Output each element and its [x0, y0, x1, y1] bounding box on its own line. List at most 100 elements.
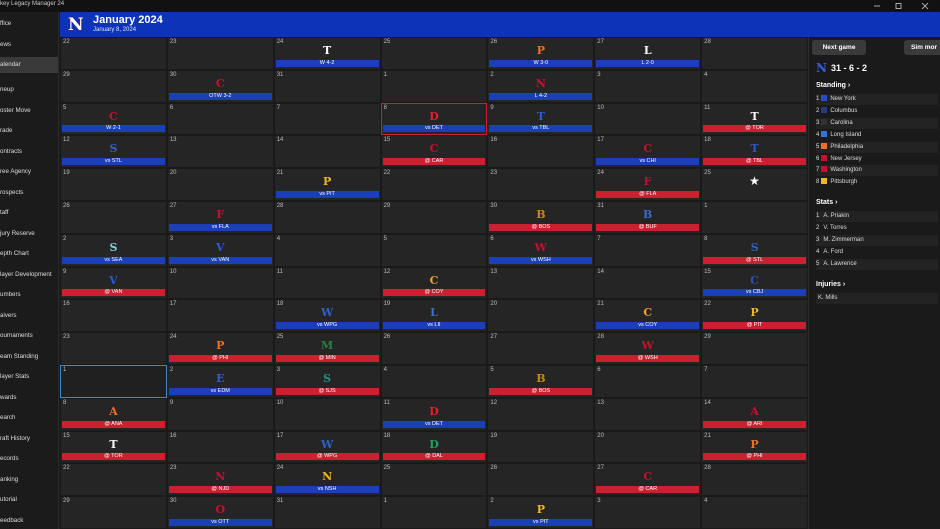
day-cell[interactable]: 23 [60, 332, 167, 365]
day-cell[interactable]: 8 S @ STL [701, 233, 808, 267]
day-cell[interactable]: 4 [701, 496, 808, 529]
nav-item[interactable]: rade [0, 127, 13, 134]
day-cell[interactable]: 16 [60, 299, 167, 333]
day-cell[interactable]: 23 [166, 37, 274, 70]
day-cell[interactable]: 19 [487, 430, 595, 464]
nav-item[interactable]: ffice [0, 20, 12, 27]
nav-item[interactable]: anking [0, 475, 19, 483]
day-cell[interactable]: 22 [60, 37, 167, 70]
day-cell[interactable]: 27 [487, 332, 595, 365]
button[interactable]: Sim mor [904, 40, 940, 55]
section-title[interactable]: Injuries › [816, 281, 846, 288]
nav-item[interactable]: ree Agency [0, 168, 31, 175]
day-cell[interactable]: 1 [380, 496, 488, 529]
nav-item[interactable]: ews [0, 40, 12, 48]
day-cell[interactable]: 19 [60, 168, 167, 201]
day-cell[interactable]: 7 [701, 365, 808, 398]
day-cell[interactable]: 3 S @ SJS [273, 365, 381, 398]
day-cell[interactable]: 22 [60, 463, 167, 497]
section-title[interactable]: Stats › [816, 199, 838, 206]
day-cell[interactable]: 12 [487, 397, 595, 431]
day-cell[interactable]: 23 [487, 168, 595, 201]
day-cell[interactable]: 31 [273, 69, 381, 103]
nav-item[interactable]: alendar [0, 57, 58, 73]
window-controls[interactable] [870, 2, 936, 10]
day-cell[interactable]: 21 P @ PHI [701, 430, 808, 464]
day-cell[interactable]: 13 [487, 266, 595, 300]
day-cell[interactable]: 6 [166, 102, 274, 136]
nav-item[interactable]: layer Development [0, 270, 52, 278]
day-cell[interactable]: 15 T @ TOR [60, 430, 167, 464]
day-cell[interactable]: 14 [594, 266, 702, 300]
day-cell[interactable]: 17 W @ WPG [273, 430, 381, 464]
day-cell[interactable]: 28 [273, 201, 381, 234]
day-cell[interactable]: 7 [273, 102, 381, 136]
day-cell[interactable]: 29 [380, 201, 488, 234]
day-cell[interactable]: 22 P @ PIT [701, 299, 808, 333]
nav-item[interactable]: rospects [0, 188, 24, 196]
day-cell[interactable]: 25 [380, 37, 488, 70]
day-cell[interactable]: 13 [166, 135, 274, 169]
day-cell[interactable]: 20 [487, 299, 595, 333]
day-cell[interactable]: 16 [487, 135, 595, 169]
day-cell[interactable]: 24 T W 4-2 [273, 37, 381, 70]
day-cell[interactable]: 28 [701, 463, 808, 497]
day-cell[interactable]: 16 [166, 430, 274, 464]
day-cell[interactable]: 4 [701, 69, 808, 103]
day-cell[interactable]: 14 A @ ARI [701, 397, 808, 431]
day-cell[interactable]: 4 [273, 233, 381, 267]
day-cell[interactable]: 10 [594, 102, 702, 136]
nav-item[interactable]: jury Reserve [0, 229, 35, 237]
day-cell[interactable]: 23 N @ NJD [166, 463, 274, 497]
nav-item[interactable]: ecords [0, 455, 19, 462]
day-cell[interactable]: 14 [273, 135, 381, 169]
day-cell[interactable]: 12 C @ COY [380, 266, 488, 300]
day-cell[interactable]: 7 [594, 233, 702, 267]
day-cell[interactable]: 3 [594, 496, 702, 529]
day-cell[interactable]: 22 [380, 168, 488, 201]
nav-item[interactable]: oster Move [0, 106, 31, 114]
nav-item[interactable]: earch [0, 414, 16, 421]
day-cell[interactable]: 28 [701, 37, 808, 70]
day-cell[interactable]: 11 T @ TOR [701, 102, 808, 136]
day-cell[interactable]: 5 C W 2-1 [60, 102, 167, 136]
day-cell[interactable]: 9 V @ VAN [60, 266, 167, 300]
day-cell[interactable]: 8 A @ ANA [60, 397, 167, 431]
day-cell[interactable]: 18 T @ TBL [701, 135, 808, 169]
day-cell[interactable]: 26 [380, 332, 488, 365]
day-cell[interactable]: 10 [166, 266, 274, 300]
day-cell[interactable]: 26 [60, 201, 167, 234]
day-cell[interactable]: 5 B @ BOS [487, 365, 595, 398]
day-cell[interactable]: 5 [380, 233, 488, 267]
day-cell[interactable]: 10 [273, 397, 381, 431]
day-cell[interactable]: 20 [594, 430, 702, 464]
day-cell[interactable]: 29 [60, 496, 167, 529]
day-cell[interactable]: 6 [594, 365, 702, 398]
day-cell[interactable]: 25 [380, 463, 488, 497]
day-cell[interactable]: 15 C @ CAR [380, 135, 488, 169]
button[interactable]: Next game [812, 40, 866, 55]
day-cell[interactable]: 29 [60, 69, 167, 103]
nav-item[interactable]: raft History [0, 434, 30, 442]
nav-item[interactable]: ournaments [0, 332, 33, 339]
nav-item[interactable]: epth Chart [0, 250, 29, 257]
day-cell[interactable]: 27 C @ CAR [594, 463, 702, 497]
day-cell[interactable]: 2 N L 4-2 [487, 69, 595, 103]
day-cell[interactable]: 11 [273, 266, 381, 300]
day-cell[interactable]: 24 P @ PHI [166, 332, 274, 365]
day-cell[interactable]: 1 [60, 365, 167, 398]
day-cell[interactable]: 26 P W 3-0 [487, 37, 595, 70]
